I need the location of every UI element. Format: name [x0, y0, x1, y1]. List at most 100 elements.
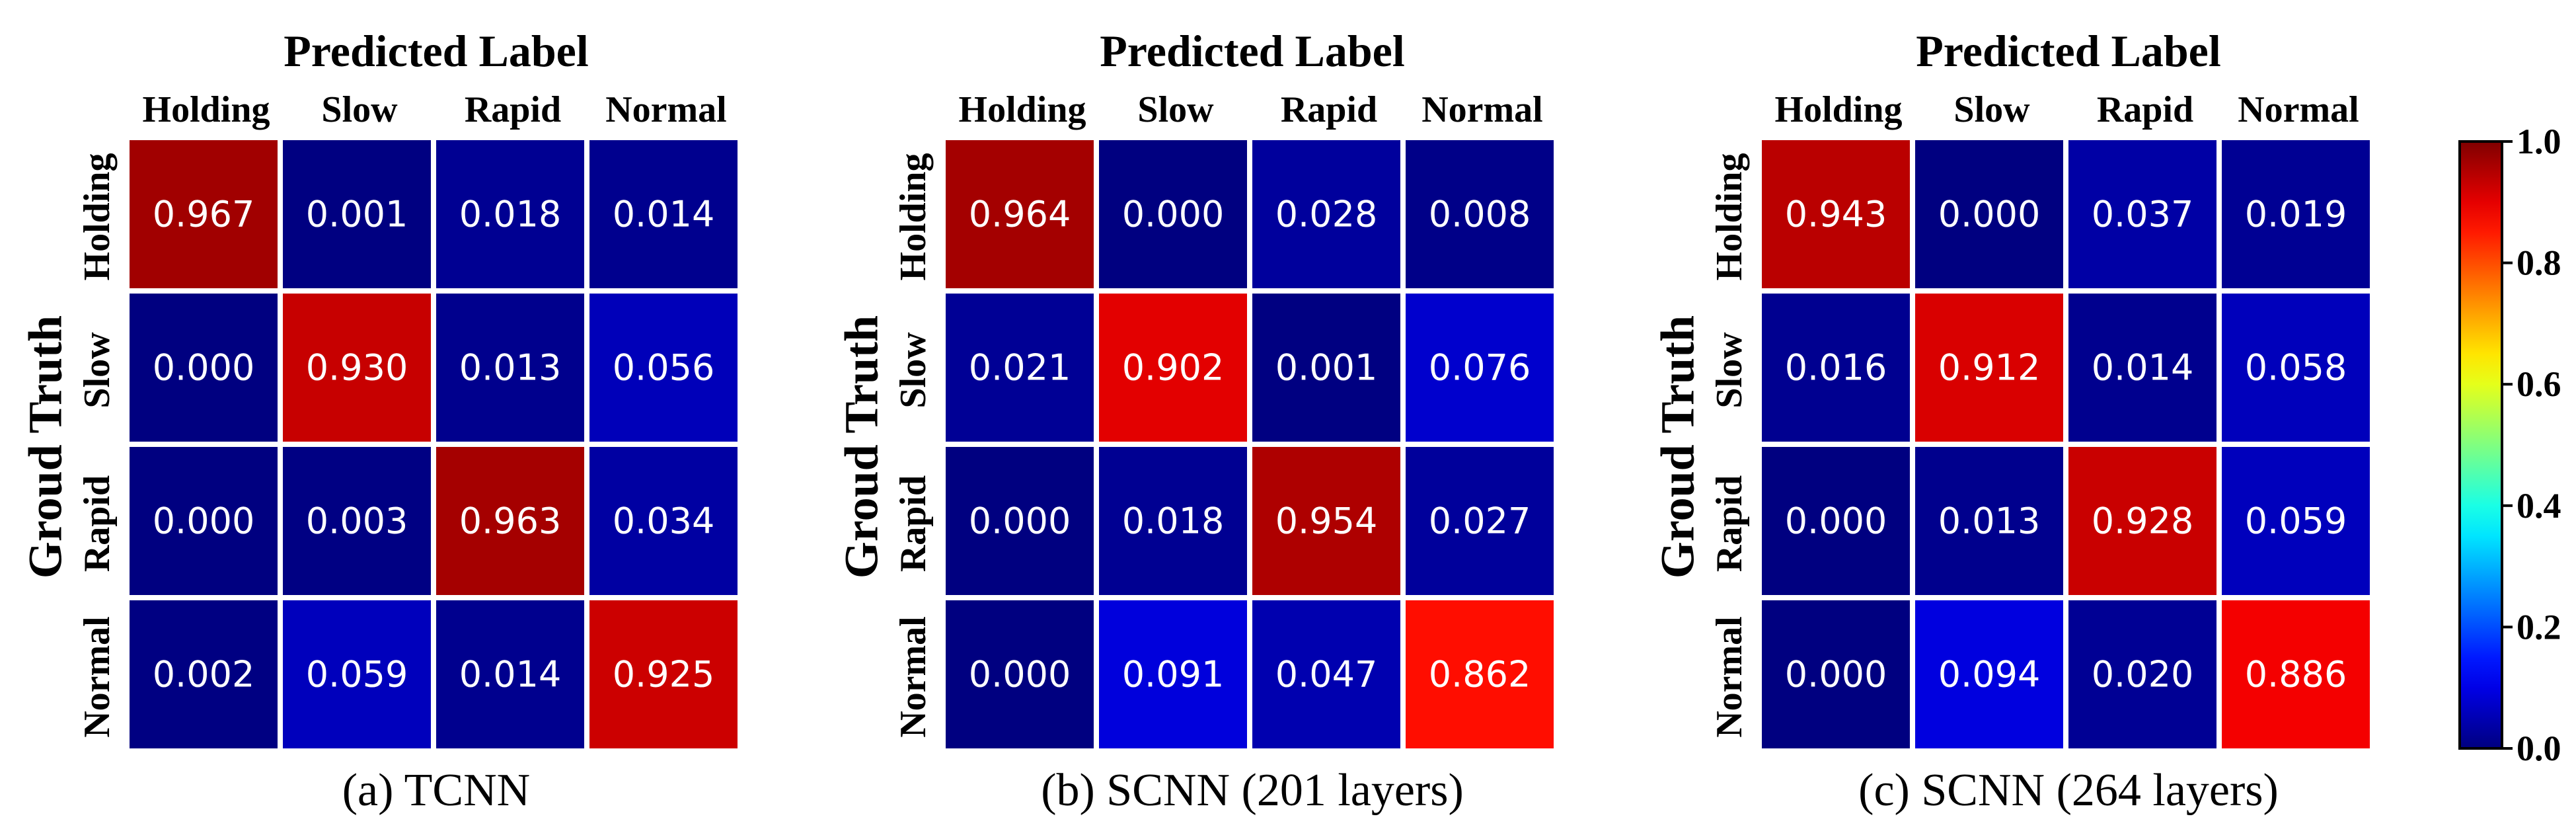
colorbar-gradient	[2458, 140, 2503, 750]
row-label-normal: Normal	[893, 616, 934, 738]
row-label-rapid: Rapid	[1709, 475, 1750, 572]
cell-value-label: 0.034	[613, 500, 715, 542]
heatmap-cell	[1252, 140, 1400, 288]
cell-value-label: 0.000	[153, 500, 255, 542]
colorbar-tick-label: 0.8	[2517, 243, 2561, 283]
heatmap-cell	[2068, 140, 2216, 288]
heatmap-cell	[1406, 140, 1554, 288]
heatmap-cell	[436, 294, 584, 442]
heatmap-cell	[1252, 600, 1400, 748]
predicted-label-title: Predicted Label	[284, 26, 588, 76]
heatmap-cell	[946, 294, 1094, 442]
cell-value-label: 0.056	[613, 347, 715, 389]
heatmap-cell	[1099, 600, 1247, 748]
heatmap-panel-1: Predicted Label Holding Slow Rapid NormalGro…	[19, 26, 738, 816]
cell-value-label: 0.018	[1122, 500, 1225, 542]
cell-value-label: 0.013	[459, 347, 562, 389]
cell-value-label: 0.000	[1122, 194, 1225, 235]
row-label-rapid: Rapid	[77, 475, 118, 572]
heatmap-cell	[283, 140, 431, 288]
heatmap-cell	[2068, 600, 2216, 748]
cell-value-label: 0.000	[969, 500, 1071, 542]
heatmap-cell	[1406, 447, 1554, 595]
heatmap-cell	[1099, 294, 1247, 442]
cell-value-label: 0.000	[1938, 194, 2041, 235]
cell-value-label: 0.058	[2245, 347, 2347, 389]
cell-value-label: 0.964	[969, 194, 1071, 235]
row-label-slow: Slow	[893, 332, 934, 409]
cell-value-label: 0.912	[1938, 347, 2041, 389]
heatmap-cell	[1252, 294, 1400, 442]
heatmap-cell	[436, 600, 584, 748]
heatmap-cell	[2222, 140, 2370, 288]
cell-value-label: 0.943	[1785, 194, 1887, 235]
cell-value-label: 0.000	[153, 347, 255, 389]
column-label-slow: Slow	[1953, 89, 2030, 130]
column-label-slow: Slow	[321, 89, 398, 130]
cell-value-label: 0.001	[1275, 347, 1378, 389]
cell-value-label: 0.027	[1429, 500, 1531, 542]
heatmap-cell	[1915, 294, 2063, 442]
heatmap-cell	[436, 447, 584, 595]
row-label-normal: Normal	[1709, 616, 1750, 738]
column-label-holding: Holding	[143, 89, 270, 130]
row-label-holding: Holding	[893, 153, 934, 281]
panel-caption: (a) TCNN	[342, 765, 530, 816]
heatmap-cell	[1915, 600, 2063, 748]
heatmap-cell	[2222, 447, 2370, 595]
row-label-holding: Holding	[77, 153, 118, 281]
cell-value-label: 0.000	[1785, 500, 1887, 542]
heatmap-cell	[1762, 294, 1910, 442]
heatmap-cell	[589, 447, 738, 595]
cell-value-label: 0.886	[2245, 654, 2347, 696]
column-label-holding: Holding	[1775, 89, 1903, 130]
cell-value-label: 0.019	[2245, 194, 2347, 235]
cell-value-label: 0.008	[1429, 194, 1531, 235]
colorbar-tick-label: 0.0	[2517, 729, 2561, 768]
heatmap-cell	[130, 140, 278, 288]
heatmap-cell	[589, 600, 738, 748]
heatmap-cell	[2068, 447, 2216, 595]
row-label-slow: Slow	[77, 332, 118, 409]
heatmap-cell	[2068, 294, 2216, 442]
heatmap-cell	[589, 140, 738, 288]
cell-value-label: 0.037	[2092, 194, 2194, 235]
column-label-rapid: Rapid	[465, 89, 561, 130]
heatmap-cell	[130, 294, 278, 442]
cell-value-label: 0.014	[459, 654, 562, 696]
panel-caption: (b) SCNN (201 layers)	[1041, 765, 1464, 816]
cell-value-label: 0.003	[306, 500, 408, 542]
heatmap-cell	[283, 447, 431, 595]
cell-value-label: 0.028	[1275, 194, 1378, 235]
row-label-normal: Normal	[77, 616, 118, 738]
cell-value-label: 0.013	[1938, 500, 2041, 542]
heatmap-cell	[130, 447, 278, 595]
colorbar: 0.0 0.2 0.4 0.6 0.8 1.0	[2458, 122, 2561, 768]
heatmap-cell	[2222, 294, 2370, 442]
heatmap-cell	[2222, 600, 2370, 748]
cell-value-label: 0.000	[969, 654, 1071, 696]
cell-value-label: 0.954	[1275, 500, 1378, 542]
cell-value-label: 0.018	[459, 194, 562, 235]
cell-value-label: 0.014	[2092, 347, 2194, 389]
heatmap-cell	[1762, 447, 1910, 595]
column-label-slow: Slow	[1137, 89, 1214, 130]
heatmap-cell	[589, 294, 738, 442]
column-label-normal: Normal	[1421, 89, 1543, 130]
cell-value-label: 0.000	[1785, 654, 1887, 696]
cell-value-label: 0.963	[459, 500, 562, 542]
cell-value-label: 0.925	[613, 654, 715, 696]
heatmap-cell	[1762, 600, 1910, 748]
cell-value-label: 0.021	[969, 347, 1071, 389]
cell-value-label: 0.928	[2092, 500, 2194, 542]
ground-truth-title: Groud Truth	[19, 315, 72, 578]
heatmap-cell	[946, 600, 1094, 748]
heatmap-cell	[1099, 140, 1247, 288]
cell-value-label: 0.967	[153, 194, 255, 235]
row-label-slow: Slow	[1709, 332, 1750, 409]
predicted-label-title: Predicted Label	[1916, 26, 2220, 76]
cell-value-label: 0.091	[1122, 654, 1225, 696]
